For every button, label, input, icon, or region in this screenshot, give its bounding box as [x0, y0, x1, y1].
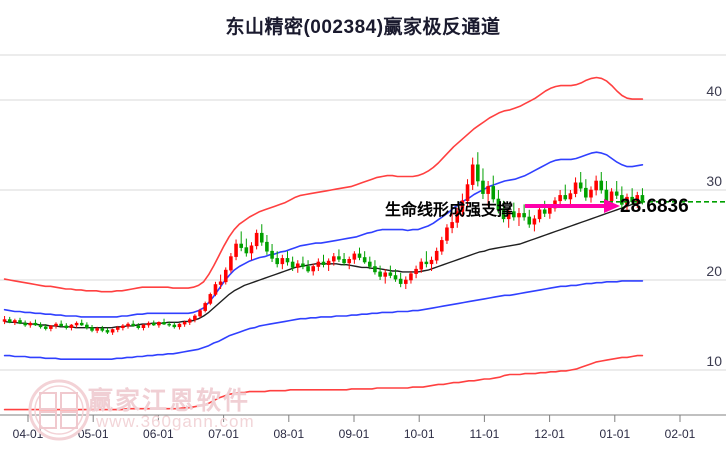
y-axis-tick-label: 20 — [706, 263, 722, 279]
y-axis-tick-label: 30 — [706, 173, 722, 189]
x-axis-tick-label: 05-01 — [77, 427, 109, 441]
x-axis-tick-label: 07-01 — [208, 427, 239, 441]
x-axis-tick-label: 10-01 — [403, 427, 435, 441]
x-axis-tick-label: 09-01 — [338, 427, 370, 441]
x-axis-tick-label: 11-01 — [469, 427, 500, 441]
y-axis-tick-label: 10 — [706, 353, 722, 369]
y-axis-tick-label: 40 — [706, 83, 722, 99]
page-title: 东山精密(002384)赢家极反通道 — [225, 17, 501, 38]
x-axis-tick-label: 04-01 — [12, 427, 44, 441]
current-price-label: 28.6836 — [620, 196, 689, 217]
x-axis-tick-label: 08-01 — [273, 427, 305, 441]
x-axis-tick-label: 06-01 — [143, 427, 174, 441]
annotation-label: 生命线形成强支撑 — [385, 202, 514, 219]
x-axis-tick-label: 12-01 — [534, 427, 565, 441]
x-axis-tick-label: 02-01 — [664, 427, 696, 441]
x-axis-tick-label: 01-01 — [599, 427, 631, 441]
